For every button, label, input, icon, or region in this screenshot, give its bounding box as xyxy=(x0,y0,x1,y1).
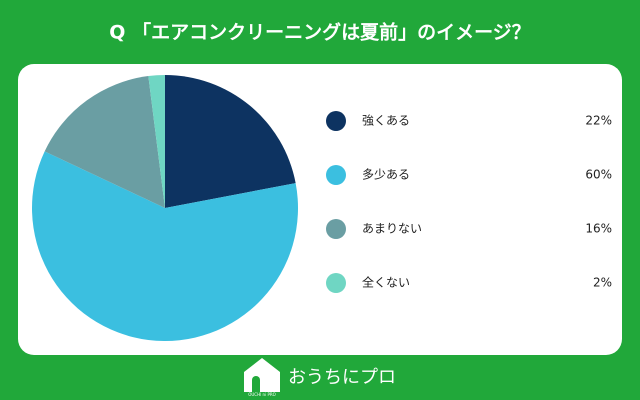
pie xyxy=(31,75,298,341)
value-label: 2% xyxy=(593,276,612,290)
legend-label: 全くない xyxy=(362,275,410,290)
legend-swatch xyxy=(326,111,346,131)
logo-small-text: OUCHI ni PRO xyxy=(248,392,276,397)
logo-icon xyxy=(244,358,280,392)
legend-label: 強くある xyxy=(362,114,410,128)
pie-slice xyxy=(44,76,165,209)
legend-swatch xyxy=(326,273,346,293)
value-label: 60% xyxy=(585,168,612,182)
pie-slice xyxy=(165,75,296,208)
legend-label: 多少ある xyxy=(362,168,410,182)
value-label: 22% xyxy=(585,114,612,128)
logo-door xyxy=(252,376,260,392)
chart-title: Q 「エアコンクリーニングは夏前」のイメージ？ xyxy=(109,21,530,44)
logo: OUCHI ni PRO おうちにプロ xyxy=(244,358,396,397)
value-label: 16% xyxy=(585,222,612,236)
legend: 強くある 22% 多少ある 60% あまりない 16% 全くない 2% xyxy=(326,111,612,293)
legend-swatch xyxy=(326,165,346,185)
logo-text: おうちにプロ xyxy=(288,367,396,388)
pie-slice xyxy=(31,151,298,341)
pie-slice xyxy=(148,75,165,208)
legend-swatch xyxy=(326,219,346,239)
legend-label: あまりない xyxy=(362,222,422,236)
